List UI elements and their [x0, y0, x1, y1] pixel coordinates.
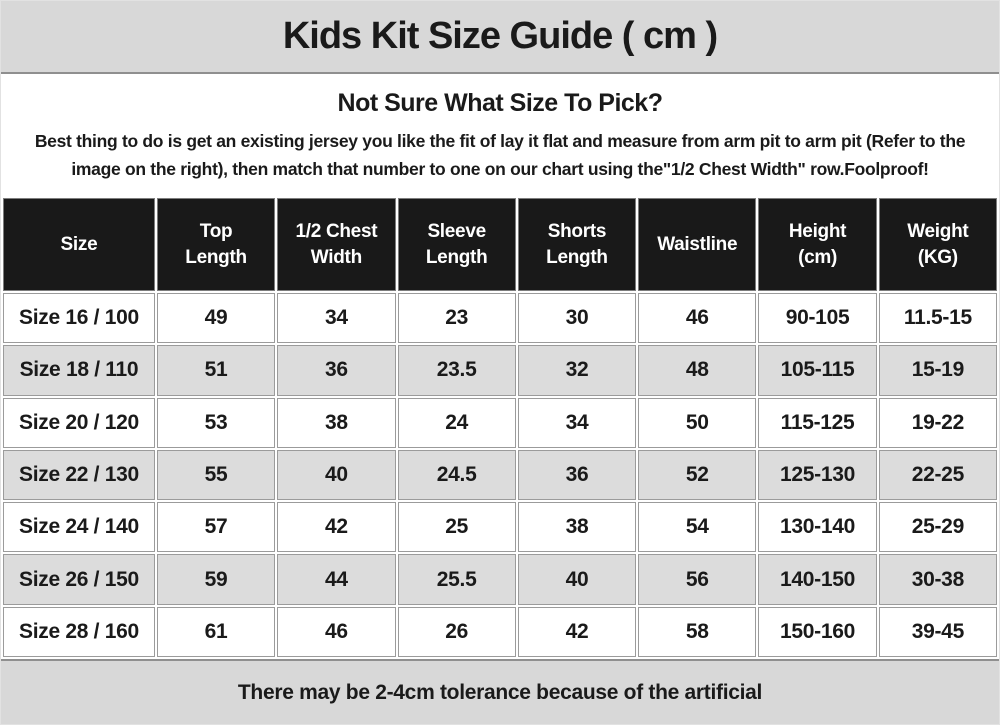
value-cell: 15-19: [878, 345, 997, 396]
value-cell: 46: [277, 606, 396, 657]
size-cell: Size 18 / 110: [3, 345, 155, 396]
value-cell: 57: [156, 502, 276, 553]
value-cell: 22-25: [878, 449, 997, 501]
value-cell: 150-160: [758, 606, 877, 657]
table-row: Size 16 / 100 49 34 23 30 46 90-105 11.5-15: [3, 293, 997, 344]
table-header-row: Size Top Length 1/2 Chest Width Sleeve L…: [3, 198, 997, 291]
size-cell: Size 28 / 160: [3, 606, 155, 657]
value-cell: 140-150: [758, 554, 877, 605]
value-cell: 54: [638, 502, 757, 553]
value-cell: 55: [156, 449, 276, 501]
size-table: Size Top Length 1/2 Chest Width Sleeve L…: [1, 196, 999, 659]
value-cell: 46: [638, 293, 757, 344]
value-cell: 38: [517, 502, 637, 553]
value-cell: 42: [517, 606, 637, 657]
value-cell: 42: [277, 502, 396, 553]
column-header-chest-width: 1/2 Chest Width: [277, 198, 396, 291]
value-cell: 90-105: [758, 293, 877, 344]
value-cell: 25.5: [397, 554, 516, 605]
table-row: Size 28 / 160 61 46 26 42 58 150-160 39-45: [3, 606, 997, 657]
table-row: Size 18 / 110 51 36 23.5 32 48 105-115 15-19: [3, 345, 997, 396]
value-cell: 49: [156, 293, 276, 344]
value-cell: 30: [517, 293, 637, 344]
value-cell: 36: [517, 449, 637, 501]
column-header-waistline: Waistline: [638, 198, 757, 291]
value-cell: 30-38: [878, 554, 997, 605]
value-cell: 34: [277, 293, 396, 344]
value-cell: 24.5: [397, 449, 516, 501]
value-cell: 23: [397, 293, 516, 344]
size-table-wrap: Size Top Length 1/2 Chest Width Sleeve L…: [1, 196, 999, 659]
intro-section: Not Sure What Size To Pick? Best thing t…: [1, 74, 999, 196]
value-cell: 56: [638, 554, 757, 605]
size-table-body: Size 16 / 100 49 34 23 30 46 90-105 11.5-15 Size…: [3, 293, 997, 657]
value-cell: 115-125: [758, 397, 877, 448]
value-cell: 51: [156, 345, 276, 396]
table-row: Size 26 / 150 59 44 25.5 40 56 140-150 30-38: [3, 554, 997, 605]
table-row: Size 22 / 130 55 40 24.5 36 52 125-130 22-25: [3, 449, 997, 501]
value-cell: 52: [638, 449, 757, 501]
value-cell: 59: [156, 554, 276, 605]
table-row: Size 20 / 120 53 38 24 34 50 115-125 19-22: [3, 397, 997, 448]
value-cell: 53: [156, 397, 276, 448]
footer-band: There may be 2-4cm tolerance because of …: [1, 659, 999, 724]
intro-heading: Not Sure What Size To Pick?: [337, 89, 663, 117]
value-cell: 44: [277, 554, 396, 605]
size-cell: Size 16 / 100: [3, 293, 155, 344]
table-row: Size 24 / 140 57 42 25 38 54 130-140 25-29: [3, 502, 997, 553]
value-cell: 36: [277, 345, 396, 396]
intro-body-text: Best thing to do is get an existing jers…: [34, 131, 966, 179]
value-cell: 11.5-15: [878, 293, 997, 344]
size-cell: Size 24 / 140: [3, 502, 155, 553]
value-cell: 26: [397, 606, 516, 657]
size-cell: Size 26 / 150: [3, 554, 155, 605]
value-cell: 23.5: [397, 345, 516, 396]
tolerance-note: There may be 2-4cm tolerance because of …: [237, 680, 763, 704]
value-cell: 105-115: [758, 345, 877, 396]
column-header-weight: Weight (KG): [878, 198, 997, 291]
value-cell: 24: [397, 397, 516, 448]
value-cell: 39-45: [878, 606, 997, 657]
value-cell: 125-130: [758, 449, 877, 501]
column-header-shorts-length: Shorts Length: [517, 198, 637, 291]
value-cell: 130-140: [758, 502, 877, 553]
value-cell: 48: [638, 345, 757, 396]
column-header-sleeve-length: Sleeve Length: [397, 198, 516, 291]
value-cell: 25: [397, 502, 516, 553]
value-cell: 38: [277, 397, 396, 448]
value-cell: 34: [517, 397, 637, 448]
value-cell: 40: [277, 449, 396, 501]
value-cell: 25-29: [878, 502, 997, 553]
size-cell: Size 20 / 120: [3, 397, 155, 448]
value-cell: 61: [156, 606, 276, 657]
page-title: Kids Kit Size Guide ( cm ): [282, 15, 718, 57]
value-cell: 32: [517, 345, 637, 396]
column-header-size: Size: [3, 198, 155, 291]
value-cell: 40: [517, 554, 637, 605]
value-cell: 58: [638, 606, 757, 657]
value-cell: 19-22: [878, 397, 997, 448]
title-band: Kids Kit Size Guide ( cm ): [1, 1, 999, 74]
column-header-height: Height (cm): [758, 198, 877, 291]
value-cell: 50: [638, 397, 757, 448]
size-cell: Size 22 / 130: [3, 449, 155, 501]
column-header-top-length: Top Length: [156, 198, 276, 291]
